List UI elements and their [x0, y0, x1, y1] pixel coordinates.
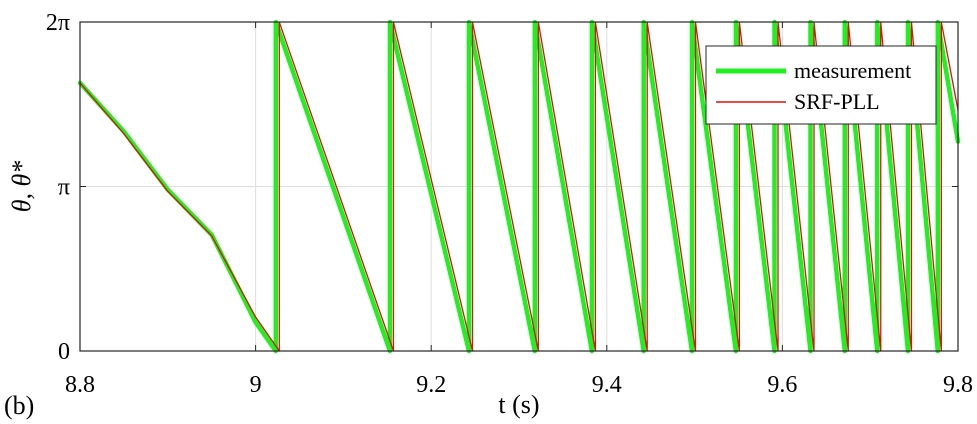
legend-label-measurement: measurement [794, 58, 911, 83]
x-tick-label: 9.8 [943, 372, 973, 398]
series-line-srf-pll [79, 21, 959, 352]
y-tick-label: 0 [58, 339, 70, 365]
series-lines [77, 19, 961, 354]
x-tick-label: 9.6 [767, 372, 797, 398]
legend-box [705, 45, 937, 125]
legend: measurement SRF-PLL [705, 45, 937, 125]
x-tick-label: 9.2 [416, 372, 446, 398]
y-tick-label: π [58, 175, 70, 201]
y-axis-label: θ, θ* [7, 161, 36, 213]
x-tick-label: 9 [250, 372, 262, 398]
tick-labels: 8.8 9 9.2 9.4 9.6 9.8 0 π 2π [46, 10, 973, 398]
y-tick-label: 2π [46, 10, 70, 36]
series-line-measurement [77, 19, 961, 354]
x-tick-label: 9.4 [592, 372, 622, 398]
panel-label: (b) [4, 391, 34, 420]
legend-label-srf-pll: SRF-PLL [794, 89, 880, 114]
x-tick-label: 8.8 [65, 372, 95, 398]
x-axis-label: t (s) [498, 390, 539, 419]
